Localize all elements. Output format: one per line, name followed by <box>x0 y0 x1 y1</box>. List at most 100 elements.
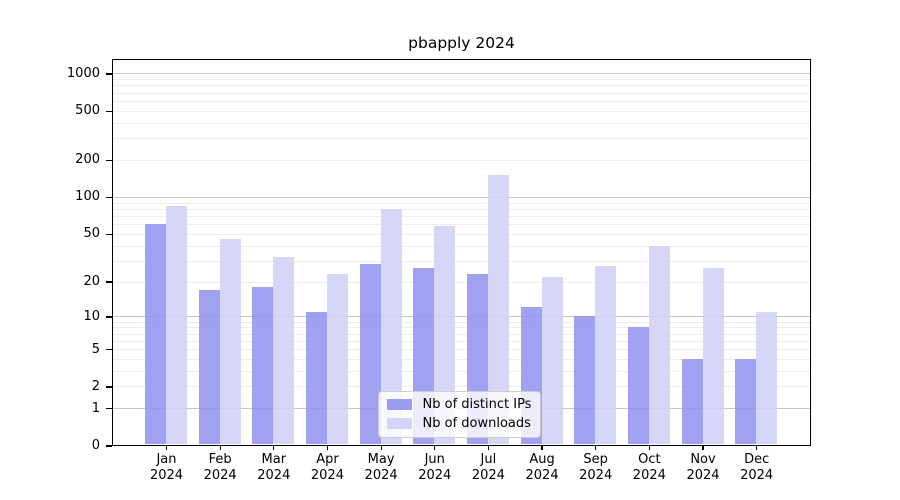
bar-distinct-ips-feb <box>198 289 220 445</box>
bar-downloads-sep <box>595 266 617 445</box>
x-tick-label-line: Sep <box>583 452 608 467</box>
y-tick-label-line: 200 <box>75 152 100 168</box>
bar-distinct-ips-apr <box>305 311 327 445</box>
bar-distinct-ips-may <box>359 264 381 445</box>
x-tick-label-line: Jun <box>424 452 445 467</box>
x-tick-label: Jul 2024 <box>452 452 524 483</box>
x-tick-label: Nov 2024 <box>667 452 739 483</box>
bar-downloads-oct <box>648 245 670 445</box>
legend-item-downloads: Nb of downloads <box>386 416 532 431</box>
y-tick <box>106 316 112 318</box>
bar-downloads-jul <box>487 175 509 445</box>
y-tick-label: 200 <box>28 152 100 168</box>
x-tick-label-line: 2024 <box>579 467 613 483</box>
x-tick-label-line: Nov <box>690 452 716 467</box>
x-tick-label: Aug 2024 <box>506 452 578 483</box>
y-tick <box>106 196 112 199</box>
gridline-minor <box>112 110 810 112</box>
y-tick-label: 500 <box>28 103 100 119</box>
gridline-minor <box>112 245 810 247</box>
bar-downloads-may <box>380 208 402 445</box>
y-tick-label: 20 <box>28 274 100 290</box>
y-tick-label: 5 <box>28 342 100 358</box>
x-tick-label-line: Aug <box>529 452 555 467</box>
gridline-minor <box>112 79 810 81</box>
x-tick <box>326 445 329 450</box>
gridline-major <box>112 316 810 318</box>
x-tick-label-line: Apr <box>316 452 339 467</box>
x-tick-label-line: Oct <box>638 452 661 467</box>
gridline-minor <box>112 233 810 235</box>
x-tick <box>702 445 704 450</box>
x-tick-label-line: 2024 <box>525 467 559 483</box>
bar-distinct-ips-sep <box>574 316 596 445</box>
x-tick-label: Sep 2024 <box>560 452 632 483</box>
y-tick-label-line: 10 <box>83 308 100 324</box>
bar-downloads-nov <box>702 268 724 445</box>
gridline-minor <box>112 138 810 140</box>
x-tick <box>219 445 221 450</box>
gridline-minor <box>112 224 810 226</box>
legend-item-distinct-ips: Nb of distinct IPs <box>386 397 532 412</box>
y-tick <box>106 110 112 112</box>
x-tick-label-line: 2024 <box>203 467 237 483</box>
y-tick-label-line: 1 <box>91 400 100 416</box>
gridline-minor <box>112 327 810 329</box>
x-tick <box>273 445 275 450</box>
bar-downloads-jun <box>434 225 456 445</box>
bar-distinct-ips-jan <box>145 224 166 445</box>
gridline-minor <box>112 386 810 388</box>
plot-area: Nb of distinct IPs Nb of downloads <box>111 58 811 446</box>
x-tick-label: Jan 2024 <box>131 452 203 483</box>
x-tick-label-line: Mar <box>261 452 287 467</box>
y-tick <box>106 386 112 388</box>
y-tick <box>106 159 112 162</box>
y-tick-label-line: 5 <box>91 341 100 357</box>
gridline-minor <box>112 85 810 87</box>
gridline-minor <box>112 208 810 210</box>
y-tick-label: 100 <box>28 189 100 205</box>
x-tick-label-line: 2024 <box>740 467 774 483</box>
x-tick-label-line: 2024 <box>364 467 398 483</box>
y-tick-label: 1000 <box>28 66 100 82</box>
gridline-minor <box>112 349 810 350</box>
gridline-minor <box>112 281 810 283</box>
x-tick <box>165 445 168 450</box>
bar-downloads-feb <box>219 239 241 445</box>
legend-swatch-downloads-icon <box>386 417 412 429</box>
y-tick <box>106 408 112 410</box>
x-tick-label-line: 2024 <box>471 467 505 483</box>
gridline-major <box>112 196 810 198</box>
x-tick-label-line: Dec <box>744 452 770 467</box>
x-tick <box>487 445 490 450</box>
x-tick-label-line: 2024 <box>257 467 291 483</box>
bar-distinct-ips-mar <box>252 286 274 445</box>
y-tick <box>106 348 112 351</box>
bar-downloads-mar <box>273 257 295 445</box>
y-tick-label-line: 50 <box>83 226 100 242</box>
y-tick-label: 50 <box>28 226 100 242</box>
x-tick-label-line: Jul <box>480 452 497 467</box>
bar-distinct-ips-oct <box>627 327 649 445</box>
x-tick <box>756 445 758 450</box>
bar-downloads-apr <box>326 274 348 445</box>
x-tick-label-line: 2024 <box>418 467 452 483</box>
x-tick-label-line: Jan <box>156 452 177 467</box>
bar-distinct-ips-dec <box>735 358 757 445</box>
gridline-minor <box>112 202 810 204</box>
y-tick-label-line: 1000 <box>66 65 100 81</box>
x-tick <box>648 445 651 450</box>
x-tick-label-line: 2024 <box>632 467 666 483</box>
x-tick <box>380 445 382 450</box>
gridline-minor <box>112 340 810 342</box>
x-tick-label: Feb 2024 <box>184 452 256 483</box>
y-tick-label-line: 100 <box>75 189 100 205</box>
x-tick-label-line: May <box>367 452 395 467</box>
x-tick <box>434 445 436 450</box>
legend-swatch-distinct-ips-icon <box>386 398 412 410</box>
y-tick <box>106 73 112 75</box>
y-tick <box>106 445 112 447</box>
y-tick-label-line: 2 <box>91 378 100 394</box>
y-tick-label: 2 <box>28 379 100 395</box>
